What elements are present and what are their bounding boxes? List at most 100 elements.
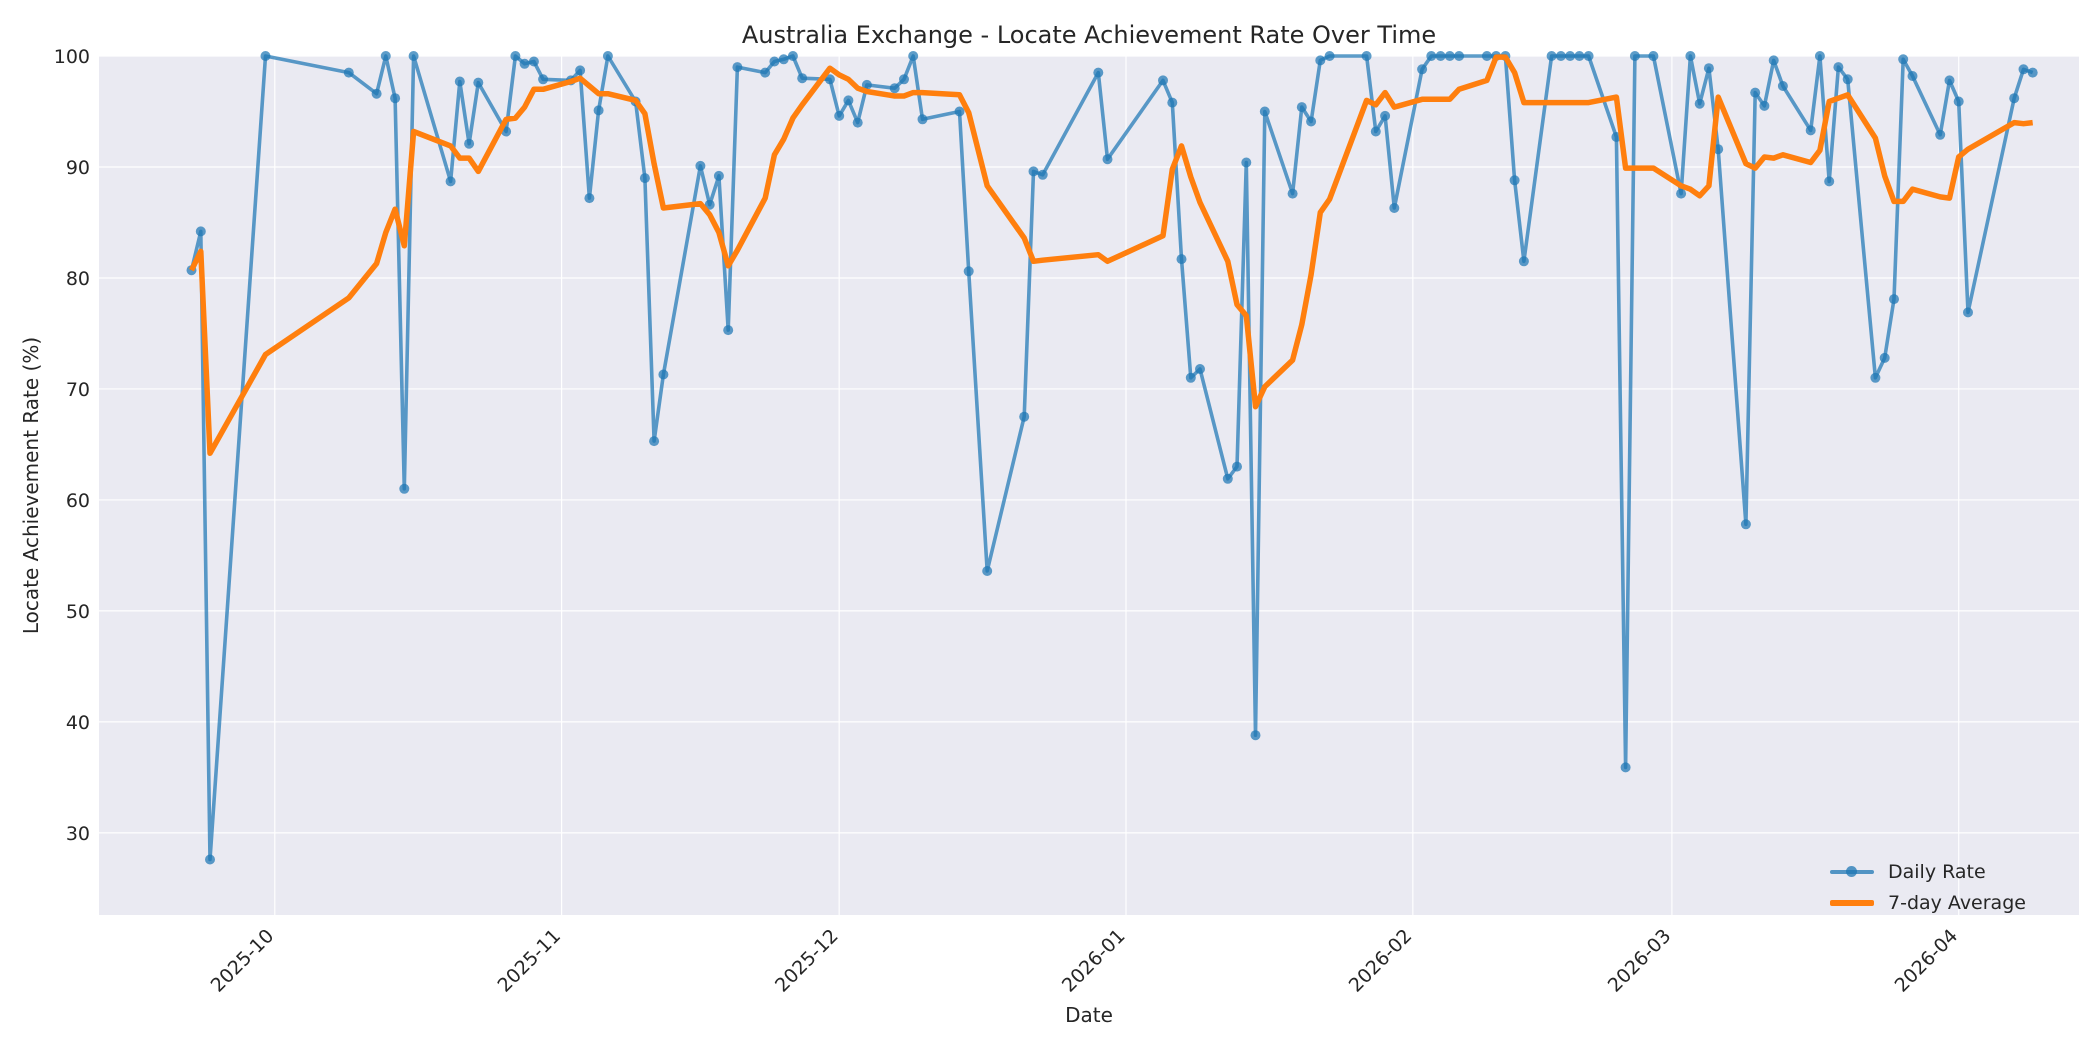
data-point-daily-rate [1509,175,1520,186]
data-point-daily-rate [1444,51,1455,61]
data-point-daily-rate [473,77,484,88]
data-point-daily-rate [1685,51,1696,61]
data-point-daily-rate [538,74,549,85]
data-point-daily-rate [889,83,900,94]
data-point-daily-rate [649,436,660,447]
data-point-daily-rate [1953,96,1964,107]
legend-item-daily-rate: Daily Rate [1828,856,2058,887]
data-point-daily-rate [528,56,539,67]
data-point-daily-rate [593,105,604,116]
data-point-daily-rate [1703,63,1714,74]
data-point-daily-rate [1676,188,1687,199]
data-point-daily-rate [1583,51,1594,61]
y-tick-label: 30 [66,823,90,845]
data-point-daily-rate [1555,51,1566,61]
data-point-daily-rate [963,266,974,277]
data-point-daily-rate [1963,307,1973,318]
x-tick-label: 2025-10 [207,925,279,997]
data-point-daily-rate [1620,762,1631,773]
data-point-daily-rate [445,176,456,187]
data-point-daily-rate [1907,71,1918,81]
data-point-daily-rate [723,325,734,336]
x-tick-label: 2026-03 [1604,925,1676,997]
data-point-daily-rate [2027,67,2038,78]
data-point-daily-rate [658,369,669,380]
data-point-daily-rate [852,117,863,128]
data-point-daily-rate [1898,54,1909,65]
data-point-daily-rate [1028,166,1039,177]
data-point-daily-rate [1481,51,1492,61]
data-point-daily-rate [917,114,928,125]
data-point-daily-rate [1185,372,1196,383]
data-point-daily-rate [1944,75,1955,86]
y-tick-label: 70 [66,379,90,401]
series-layer [186,51,2038,865]
data-point-daily-rate [454,76,465,87]
data-point-daily-rate [1176,254,1187,265]
data-point-daily-rate [1879,352,1890,363]
data-point-daily-rate [787,51,798,61]
data-point-daily-rate [1648,51,1659,61]
data-point-daily-rate [908,51,919,61]
data-point-daily-rate [584,193,595,204]
data-point-daily-rate [704,199,715,210]
data-point-daily-rate [195,226,206,237]
data-point-daily-rate [575,65,586,76]
data-point-daily-rate [1019,411,1030,422]
data-point-daily-rate [1389,203,1400,213]
data-point-daily-rate [1833,62,1844,73]
data-point-daily-rate [713,170,724,181]
data-point-daily-rate [1814,51,1825,61]
data-point-daily-rate [1380,110,1391,121]
x-tick-label: 2025-12 [771,925,843,997]
legend: Daily Rate 7-day Average [1828,856,2058,918]
data-point-daily-rate [1546,51,1557,61]
data-point-daily-rate [1759,100,1770,111]
data-point-daily-rate [1167,97,1178,108]
data-point-daily-rate [1935,129,1946,140]
data-point-daily-rate [343,67,354,78]
data-point-daily-rate [1768,55,1779,66]
data-point-daily-rate [1574,51,1585,61]
data-point-daily-rate [399,483,410,494]
data-point-daily-rate [2009,93,2020,104]
data-point-daily-rate [1232,461,1242,472]
data-point-daily-rate [1250,730,1261,741]
data-point-daily-rate [1222,473,1233,484]
data-point-daily-rate [464,138,475,149]
x-tick-label: 2025-11 [493,925,565,997]
data-point-daily-rate [1777,81,1788,91]
data-point-daily-rate [519,58,530,69]
data-point-daily-rate [1805,125,1816,136]
legend-item-7-day-average: 7-day Average [1828,887,2058,918]
chart-title: Australia Exchange - Locate Achievement … [742,21,1436,49]
data-point-daily-rate [205,854,215,865]
x-tick-label: 2026-01 [1058,925,1130,997]
data-point-daily-rate [1565,51,1576,61]
data-point-daily-rate [982,566,993,576]
data-point-daily-rate [639,173,650,184]
x-axis-label: Date [1065,1003,1113,1027]
legend-swatch-7-day-average [1828,893,1876,913]
data-point-daily-rate [1694,98,1705,109]
data-point-daily-rate [1518,256,1529,267]
data-point-daily-rate [260,51,271,61]
y-axis-label: Locate Achievement Rate (%) [19,337,43,634]
data-point-daily-rate [1158,75,1168,86]
data-point-daily-rate [843,95,854,106]
x-tick-label: 2026-02 [1345,925,1417,997]
data-point-daily-rate [824,74,835,85]
data-point-daily-rate [1435,51,1446,61]
data-point-daily-rate [1315,55,1326,66]
data-point-daily-rate [371,88,382,99]
series-line-7-day-average [189,54,2034,457]
data-point-daily-rate [797,73,808,84]
data-point-daily-rate [1370,126,1381,137]
legend-label-daily-rate: Daily Rate [1888,860,1986,883]
data-point-daily-rate [1037,169,1048,180]
data-point-daily-rate [954,106,965,117]
y-tick-label: 90 [66,157,90,179]
data-point-daily-rate [510,51,521,61]
data-point-daily-rate [1750,87,1761,98]
